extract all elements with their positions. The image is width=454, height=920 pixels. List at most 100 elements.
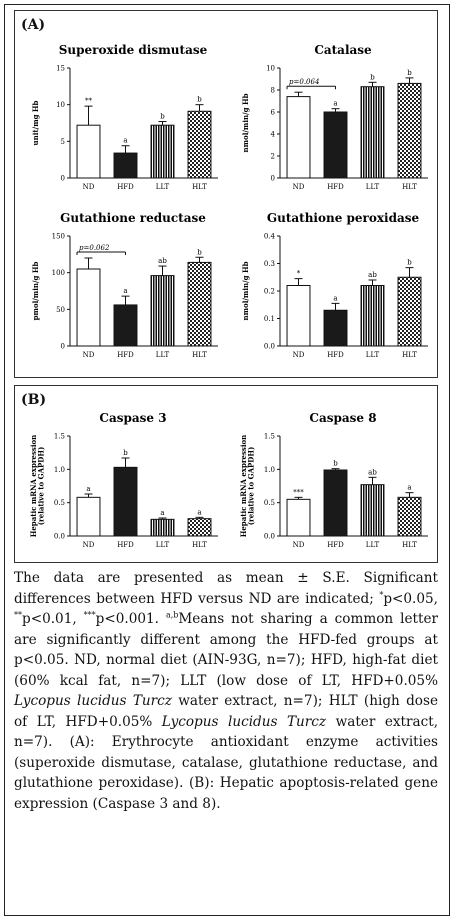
significance-label: * — [297, 270, 301, 278]
caption-text-1: The data are presented as mean ± S.E. Si… — [14, 570, 438, 607]
y-tick-label: 0.1 — [264, 315, 275, 323]
y-axis-label: pmol/min/g Hb — [31, 262, 40, 321]
chart-title: Caspase 3 — [99, 411, 166, 425]
bar — [187, 110, 212, 179]
significance-label: b — [160, 113, 165, 121]
y-axis-label: Hepatic mRNA expression(relative to GAPD… — [29, 435, 46, 538]
y-tick-label: 0.3 — [264, 260, 275, 268]
caption-sup-4: a,b — [165, 610, 179, 620]
x-tick-label: ND — [293, 541, 305, 549]
bar — [397, 276, 422, 347]
x-tick-label: LLT — [366, 541, 380, 549]
x-tick-label: HFD — [327, 541, 344, 549]
x-tick-label: ND — [83, 183, 95, 191]
chart-title: Gutathione reductase — [60, 211, 206, 225]
bar — [76, 496, 101, 537]
y-tick-label: 0.5 — [54, 499, 65, 507]
bar — [323, 309, 348, 347]
y-tick-label: 2 — [271, 153, 275, 161]
significance-label: b — [370, 73, 375, 81]
chart-superoxide-dismutase: Superoxide dismutase unit/mg Hb 0 5 10 15 ** ND… — [31, 43, 218, 191]
x-tick-label: LLT — [156, 351, 170, 359]
y-axis-label: unit/mg Hb — [31, 100, 40, 145]
caption-sup-2: ** — [14, 610, 22, 620]
y-tick-label: 0 — [61, 175, 65, 183]
panel-b-label: (B) — [21, 392, 47, 408]
x-tick-label: ND — [83, 351, 95, 359]
significance-label: ** — [85, 97, 93, 105]
significance-label: a — [123, 287, 127, 295]
bar — [360, 285, 385, 347]
x-tick-label: HLT — [402, 183, 417, 191]
bar — [76, 268, 101, 347]
significance-label: ab — [368, 271, 377, 279]
bar — [360, 484, 385, 537]
chart-title: Superoxide dismutase — [59, 43, 208, 57]
chart-caspase-3: Caspase 3 Hepatic mRNA expression(relativ… — [29, 411, 218, 549]
y-tick-label: 6 — [271, 109, 276, 117]
caption-species-1: Lycopus lucidus Turcz — [14, 693, 172, 709]
y-tick-label: 0.0 — [54, 533, 65, 541]
y-tick-label: 10 — [56, 101, 65, 109]
x-tick-label: HFD — [117, 183, 134, 191]
caption-text-5: Means not sharing a common letter are si… — [14, 611, 438, 689]
bar — [286, 96, 311, 179]
y-tick-label: 8 — [271, 87, 275, 95]
bar — [150, 124, 175, 179]
x-tick-label: HFD — [117, 351, 134, 359]
y-tick-label: 0.0 — [264, 343, 275, 351]
significance-label: b — [197, 96, 202, 104]
caption-text-2: p<0.05, — [383, 590, 438, 607]
y-tick-label: 0.2 — [264, 288, 275, 296]
bar — [323, 469, 348, 537]
y-tick-label: 0 — [61, 343, 65, 351]
bar — [113, 304, 138, 347]
significance-label: ab — [368, 468, 377, 476]
x-tick-label: HLT — [402, 541, 417, 549]
significance-label: b — [407, 259, 412, 267]
chart-caspase-8: Caspase 8 Hepatic mRNA expression(relativ… — [239, 411, 428, 549]
caption-text-4: p<0.001. — [95, 611, 166, 627]
y-axis-label: nmol/min/g Hb — [241, 93, 250, 152]
y-tick-label: 1.0 — [54, 466, 65, 474]
bar — [113, 466, 138, 537]
figure-caption: The data are presented as mean ± S.E. Si… — [14, 568, 438, 814]
y-axis-label-line: Hepatic mRNA expression — [239, 435, 248, 538]
y-tick-label: 150 — [52, 233, 65, 241]
caption-text-3: p<0.01, — [22, 611, 84, 627]
significance-label: b — [197, 248, 202, 256]
bar — [397, 82, 422, 179]
significance-label: a — [407, 484, 411, 492]
y-tick-label: 15 — [56, 65, 65, 73]
significance-label: b — [407, 69, 412, 77]
x-tick-label: HLT — [192, 351, 207, 359]
y-tick-label: 0.5 — [264, 499, 275, 507]
significance-label: ab — [158, 257, 167, 265]
y-tick-label: 1.5 — [54, 433, 65, 441]
y-tick-label: 1.0 — [264, 466, 275, 474]
caption-species-2: Lycopus lucidus Turcz — [161, 713, 327, 730]
x-tick-label: HFD — [117, 541, 134, 549]
significance-label: b — [333, 460, 338, 468]
significance-label: a — [333, 294, 337, 302]
significance-label: a — [160, 509, 164, 517]
panel-a-label: (A) — [21, 17, 46, 33]
chart-title: Gutathione peroxidase — [267, 211, 420, 225]
chart-catalase: Catalase nmol/min/g Hb 0 2 4 6 8 10 ND a HFD b LLT b H… — [241, 43, 428, 191]
figure-frame — [4, 4, 450, 916]
y-tick-label: 5 — [61, 138, 65, 146]
p-value-annotation: p=0.064 — [289, 78, 319, 86]
x-tick-label: LLT — [366, 351, 380, 359]
bar — [187, 518, 212, 537]
chart-title: Caspase 8 — [309, 411, 376, 425]
x-tick-label: ND — [293, 183, 305, 191]
y-tick-label: 4 — [271, 131, 276, 139]
x-tick-label: ND — [83, 541, 95, 549]
significance-label: a — [123, 137, 127, 145]
significance-label: a — [333, 100, 337, 108]
significance-label: a — [197, 508, 201, 516]
caption-sup-3: *** — [83, 610, 96, 620]
x-tick-label: LLT — [156, 541, 170, 549]
bar — [360, 86, 385, 179]
y-tick-label: 100 — [52, 269, 65, 277]
